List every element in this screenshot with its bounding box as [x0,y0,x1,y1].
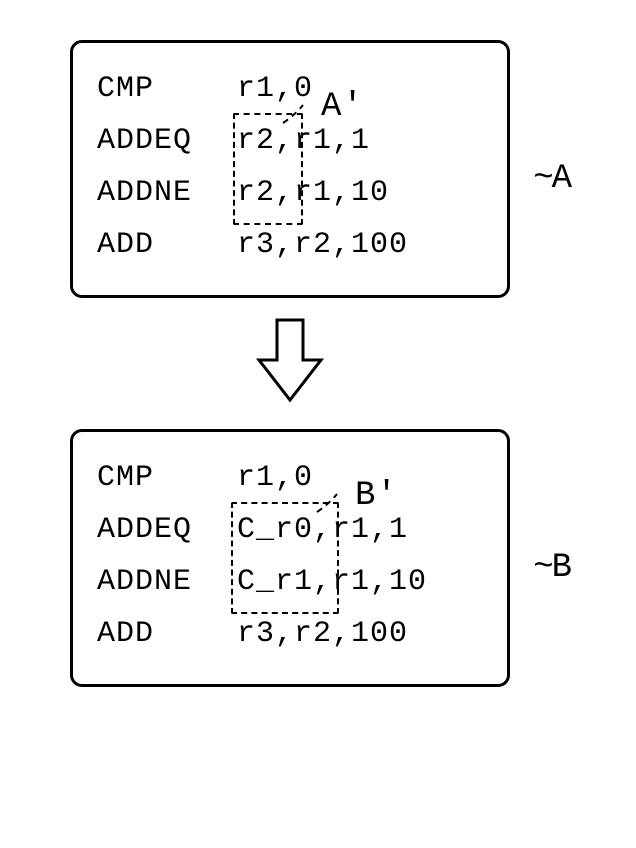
code-row: ADDNEr2,r1,10 [97,167,483,219]
code-row: ADDr3,r2,100 [97,219,483,271]
opcode: ADDNE [97,167,237,219]
operand-hl: r2, [237,124,294,158]
opcode: ADD [97,219,237,271]
opcode: ADD [97,608,237,660]
opcode: CMP [97,63,237,115]
code-box-b: CMPr1,0 ADDEQC_r0,r1,1 ADDNEC_r1,r1,10 A… [70,429,510,687]
box-label-text: B [552,549,573,587]
operand-hl: r2, [237,176,294,210]
highlight-label-a: A' [321,81,364,133]
tilde-icon: ~ [533,160,551,198]
box-label-a: ~A [533,153,573,205]
code-box-a: CMPr1,0 ADDEQr2,r1,1 ADDNEr2,r1,10 ADDr3… [70,40,510,298]
opcode: ADDNE [97,556,237,608]
code-row: ADDr3,r2,100 [97,608,483,660]
operands: r3,r2,100 [237,228,408,262]
leader-line-icon [281,99,325,129]
box-label-text: A [552,160,573,198]
operand-hl: C_r0, [237,513,332,547]
opcode: CMP [97,452,237,504]
highlight-label-text: B' [355,477,398,515]
tilde-icon: ~ [533,549,551,587]
code-row: ADDNEC_r1,r1,10 [97,556,483,608]
opcode: ADDEQ [97,115,237,167]
code-row: ADDEQC_r0,r1,1 [97,504,483,556]
operand-rest: r1,10 [294,176,389,210]
operands: r1,0 [237,461,313,495]
down-arrow-icon [70,316,510,411]
code-row: CMPr1,0 [97,452,483,504]
box-label-b: ~B [533,542,573,594]
operands: r3,r2,100 [237,617,408,651]
operand-rest: r1,10 [332,565,427,599]
opcode: ADDEQ [97,504,237,556]
leader-line-icon [315,488,359,518]
highlight-label-text: A' [321,88,364,126]
operand-hl: C_r1, [237,565,332,599]
highlight-label-b: B' [355,470,398,522]
